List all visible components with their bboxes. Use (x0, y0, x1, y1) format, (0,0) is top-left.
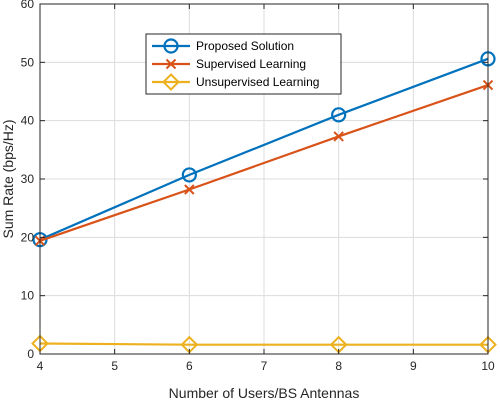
x-tick-label: 9 (410, 359, 417, 373)
legend-item: Proposed Solution (152, 38, 294, 54)
y-tick-label: 50 (21, 55, 35, 69)
legend: Proposed Solution Supervised Learning Unsu… (145, 33, 342, 95)
data-point (333, 131, 344, 142)
axis-ticks: 4 5 6 7 8 9 10 0 10 20 30 40 50 60 (21, 0, 495, 373)
x-axis-title: Number of Users/BS Antennas (169, 385, 360, 401)
legend-marker (163, 38, 179, 54)
x-tick-label: 5 (111, 359, 118, 373)
legend-marker (165, 58, 177, 70)
data-point (331, 107, 347, 123)
y-tick-label: 30 (21, 172, 35, 186)
legend-item: Supervised Learning (152, 57, 306, 71)
legend-marker (162, 73, 180, 91)
data-point (184, 184, 195, 195)
y-tick-label: 10 (21, 289, 35, 303)
legend-label: Unsupervised Learning (196, 75, 319, 89)
legend-label: Proposed Solution (196, 39, 294, 53)
x-tick-label: 10 (481, 359, 495, 373)
y-tick-label: 20 (21, 230, 35, 244)
x-tick-label: 7 (261, 359, 268, 373)
legend-label: Supervised Learning (196, 57, 306, 71)
data-point (181, 167, 197, 183)
x-tick-label: 8 (335, 359, 342, 373)
y-tick-label: 60 (21, 0, 35, 11)
x-tick-label: 4 (37, 359, 44, 373)
series-line (39, 57, 489, 241)
legend-item: Unsupervised Learning (152, 73, 319, 91)
x-tick-label: 6 (186, 359, 193, 373)
series-line (39, 342, 488, 346)
y-tick-label: 40 (21, 114, 35, 128)
y-axis-title: Sum Rate (bps/Hz) (0, 119, 16, 238)
y-tick-label: 0 (27, 347, 34, 361)
series-line (39, 84, 489, 242)
